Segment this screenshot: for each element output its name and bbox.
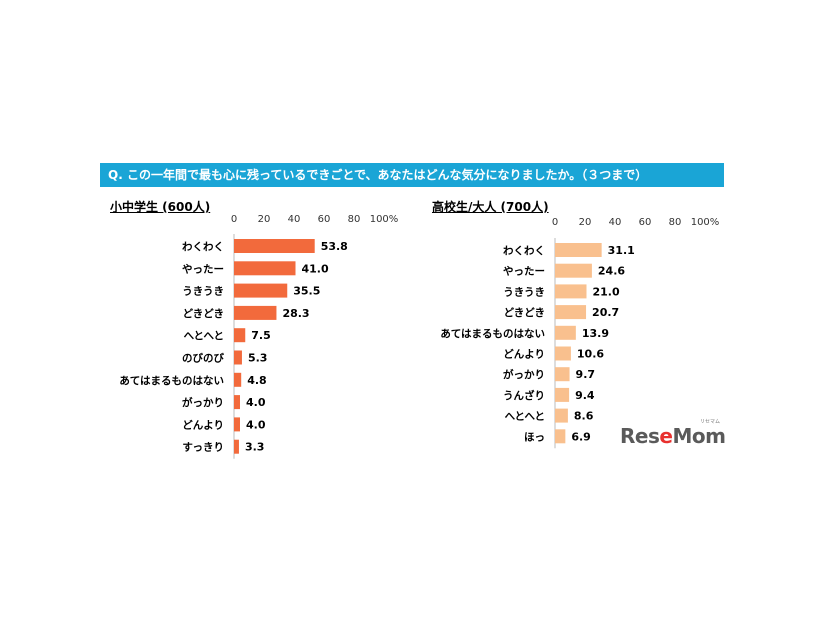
right-data-label: 9.7 (576, 368, 596, 381)
right-data-label: 24.6 (598, 265, 625, 278)
right-data-label: 21.0 (593, 285, 620, 298)
left-panel-title: 小中学生 (600人) (110, 200, 211, 214)
right-bar (555, 429, 566, 444)
right-category-label: あてはまるものはない (440, 327, 545, 340)
right-tick-label: 20 (579, 217, 592, 228)
left-data-label: 41.0 (302, 262, 329, 275)
left-bar (234, 305, 277, 320)
right-tick-label: 60 (639, 217, 652, 228)
right-panel-title: 高校生/大人 (700人) (432, 200, 549, 214)
left-category-label: へとへと (184, 330, 224, 342)
left-bar (234, 417, 240, 432)
resemom-logo: ReseMom (620, 424, 726, 448)
right-category-label: わくわく (503, 245, 545, 257)
left-data-label: 4.8 (247, 374, 267, 387)
right-category-label: がっかり (503, 368, 545, 381)
right-data-label: 6.9 (571, 430, 591, 443)
left-data-label: 53.8 (321, 240, 348, 253)
logo-text-b: e (659, 424, 673, 448)
left-bar (234, 350, 242, 365)
left-bar (234, 328, 246, 343)
left-category-label: がっかり (182, 396, 224, 409)
right-data-label: 20.7 (592, 306, 619, 319)
left-category-label: あてはまるものはない (119, 374, 224, 387)
right-category-label: へとへと (505, 411, 545, 423)
left-data-label: 4.0 (246, 396, 266, 409)
left-tick-label: 60 (318, 214, 331, 225)
right-bar (555, 346, 571, 361)
left-category-label: わくわく (182, 241, 224, 253)
right-category-label: ほっ (524, 431, 545, 443)
left-category-label: どんより (182, 418, 224, 431)
left-category-label: やったー (182, 263, 224, 275)
right-tick-label: 40 (609, 217, 622, 228)
logo-text-c: Mom (672, 424, 726, 448)
left-tick-label: 20 (258, 214, 271, 225)
left-data-label: 5.3 (248, 352, 268, 365)
left-data-label: 28.3 (282, 307, 309, 320)
left-category-label: すっきり (182, 442, 224, 454)
left-category-label: うきうき (182, 286, 224, 298)
right-tick-label: 100% (691, 217, 720, 228)
right-data-label: 13.9 (582, 327, 609, 340)
right-data-label: 31.1 (608, 244, 635, 257)
left-tick-label: 40 (288, 214, 301, 225)
left-tick-label: 0 (231, 214, 237, 225)
left-data-label: 35.5 (293, 285, 320, 298)
left-data-label: 4.0 (246, 418, 266, 431)
right-category-label: どんより (503, 348, 545, 361)
right-tick-label: 80 (669, 217, 682, 228)
question-banner: Q. この一年間で最も心に残っているできごとで、あなたはどんな気分になりましたか… (100, 163, 724, 187)
left-tick-label: 100% (370, 214, 399, 225)
right-bar (555, 408, 568, 423)
right-category-label: うきうき (503, 286, 545, 298)
right-category-label: うんざり (503, 389, 545, 402)
right-bar (555, 325, 576, 340)
left-bar (234, 395, 240, 410)
right-bar (555, 305, 587, 320)
right-data-label: 10.6 (577, 348, 604, 361)
left-bar (234, 239, 315, 253)
right-bar (555, 243, 602, 257)
right-data-label: 8.6 (574, 410, 594, 423)
left-data-label: 7.5 (251, 329, 271, 342)
right-category-label: やったー (503, 266, 545, 278)
left-tick-label: 80 (348, 214, 361, 225)
right-tick-label: 0 (552, 217, 558, 228)
right-bar (555, 367, 570, 382)
logo-text-a: Res (620, 424, 660, 448)
left-bar (234, 439, 239, 454)
left-bar (234, 261, 296, 276)
left-bar (234, 372, 242, 387)
left-bar (234, 283, 288, 298)
right-bar (555, 387, 570, 402)
right-data-label: 9.4 (575, 389, 595, 402)
left-category-label: どきどき (183, 307, 224, 320)
logo-kana: リセマム (700, 419, 721, 425)
right-bar (555, 263, 592, 278)
left-data-label: 3.3 (245, 441, 265, 454)
left-category-label: のびのび (182, 352, 224, 365)
right-bar (555, 284, 587, 299)
right-category-label: どきどき (504, 306, 545, 319)
